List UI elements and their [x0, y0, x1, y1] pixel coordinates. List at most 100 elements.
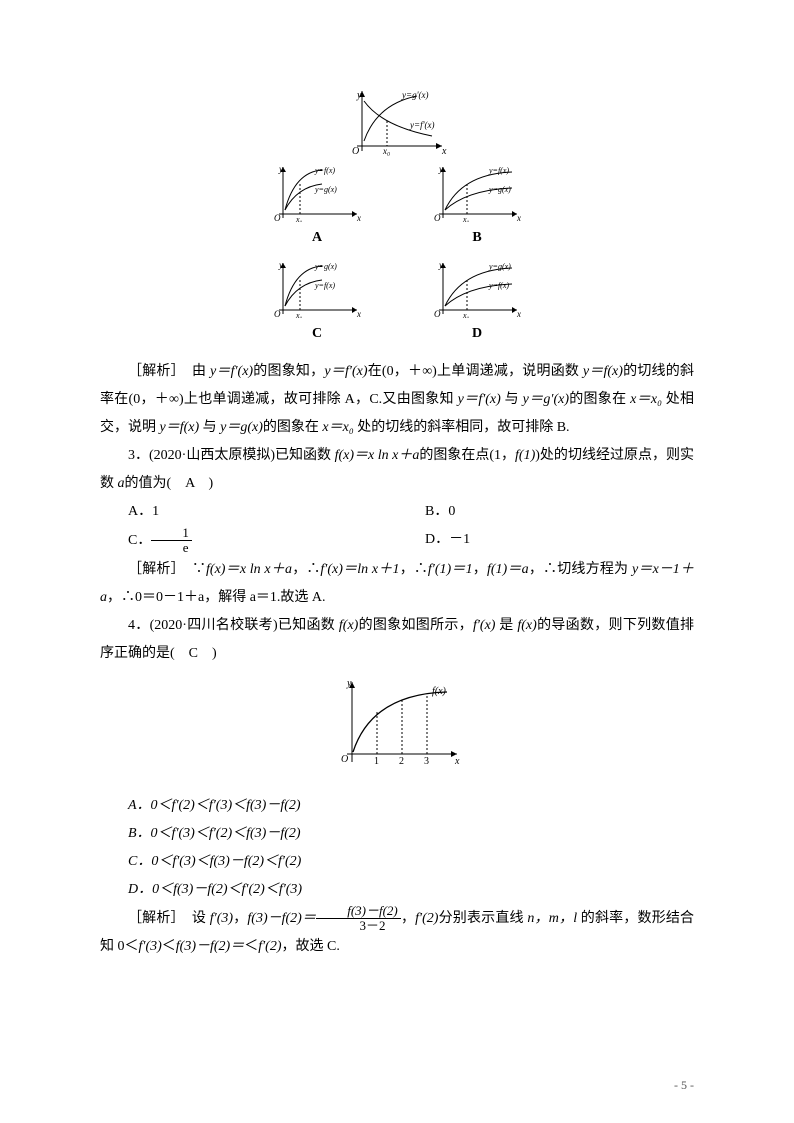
fig-a-cap: A	[312, 224, 322, 252]
svg-text:1: 1	[374, 756, 379, 767]
text: ，∴0＝0－1＋a，解得 a＝1.故选 A.	[107, 590, 326, 605]
expr: f′(x)	[473, 618, 496, 633]
expr: y＝f′(x)	[458, 392, 501, 407]
svg-text:O: O	[434, 213, 441, 222]
q4-opt-b: B．0＜f′(3)＜f′(2)＜f(3)－f(2)	[100, 820, 694, 848]
text: ［解析］ 设	[128, 911, 210, 926]
svg-text:y=g(x): y=g(x)	[488, 262, 511, 271]
text: ，∴	[292, 562, 320, 577]
svg-text:y=g(x): y=g(x)	[314, 185, 337, 194]
expr: f′(x)＝ln x＋1	[320, 562, 399, 577]
svg-text:y=f(x): y=f(x)	[488, 281, 509, 290]
q4-opt-a: A．0＜f′(2)＜f′(3)＜f(3)－f(2)	[100, 792, 694, 820]
text: ［解析］ ∵	[128, 562, 206, 577]
svg-text:y=g(x): y=g(x)	[314, 262, 337, 271]
expr: y＝f′(x)	[210, 364, 253, 379]
text: ，	[473, 562, 487, 577]
svg-text:y: y	[278, 260, 283, 270]
expr: f′(1)＝1	[428, 562, 473, 577]
text: ，∴切线方程为	[529, 562, 632, 577]
svg-text:x: x	[516, 213, 521, 222]
svg-text:O: O	[274, 213, 281, 222]
expr: x＝x₀	[630, 392, 662, 407]
expr: y＝f(x)	[583, 364, 623, 379]
svg-text:2: 2	[399, 756, 404, 767]
expr: f′(3)	[210, 911, 233, 926]
expr: y＝g′(x)	[523, 392, 569, 407]
frac: f(3)－f(2)3－2	[316, 904, 401, 934]
text: 的图象如图所示，	[358, 618, 473, 633]
expr: f(x)	[517, 618, 536, 633]
q3-solution: ［解析］ ∵f(x)＝x ln x＋a，∴f′(x)＝ln x＋1，∴f′(1)…	[100, 556, 694, 612]
expr: f′(3)	[139, 939, 162, 954]
svg-text:x: x	[454, 756, 460, 767]
q3-opt-d: D．－1	[397, 526, 694, 554]
text: ，故选 C.	[282, 939, 340, 954]
svg-text:x: x	[356, 309, 361, 318]
text: ，	[401, 911, 415, 926]
text: 的图象在	[263, 420, 323, 435]
text: 的图象知，	[253, 364, 324, 379]
svg-text:y: y	[278, 164, 283, 174]
expr: x＝x₀	[322, 420, 353, 435]
svg-text:x: x	[516, 309, 521, 318]
svg-text:O: O	[274, 309, 281, 318]
text: 的图象在	[569, 392, 630, 407]
text: 是	[495, 618, 517, 633]
q3-opt-a: A．1	[100, 498, 397, 526]
svg-text:y=g(x): y=g(x)	[488, 185, 511, 194]
text: 的图象在点(1，	[419, 448, 515, 463]
text: 3．(2020·山西太原模拟)已知函数	[128, 448, 335, 463]
fig-d-cap: D	[472, 320, 482, 348]
svg-text:y: y	[356, 90, 362, 101]
fig-b-cap: B	[472, 224, 481, 252]
svg-text:y: y	[346, 678, 352, 689]
expr: f(3)－f(2)＝	[176, 939, 244, 954]
expr: f(3)－f(2)＝	[247, 911, 316, 926]
text: ＜	[244, 939, 258, 954]
q3-options: A．1 C．1e B．0 D．－1	[100, 498, 694, 556]
text: 与	[199, 420, 220, 435]
expr: a	[118, 476, 125, 491]
q3-opt-c: C．1e	[100, 526, 397, 556]
text: 分别表示直线	[438, 911, 527, 926]
svg-text:x₀: x₀	[382, 146, 390, 156]
figure-block-top: O y x x₀ y=g'(x) y=f'(x)	[100, 86, 694, 348]
fig-d: O y x x₀ y=g(x) y=f(x) D	[427, 258, 527, 348]
svg-text:O: O	[434, 309, 441, 318]
svg-text:y=f(x): y=f(x)	[314, 281, 335, 290]
text: 的值为( A )	[125, 476, 214, 491]
q4-opt-c: C．0＜f′(3)＜f(3)－f(2)＜f′(2)	[100, 848, 694, 876]
fig-top: O y x x₀ y=g'(x) y=f'(x)	[342, 86, 452, 156]
expr: f(1)＝a	[487, 562, 529, 577]
expr: f(x)＝x ln x＋a	[206, 562, 292, 577]
expr: f′(2)	[258, 939, 281, 954]
page-number: - 5 -	[674, 1078, 694, 1093]
text: ＜	[162, 939, 176, 954]
svg-text:x₀: x₀	[295, 215, 303, 222]
svg-text:f(x): f(x)	[432, 686, 447, 697]
expr: f′(2)	[415, 911, 438, 926]
svg-text:y=f(x): y=f(x)	[488, 166, 509, 175]
q3-stem: 3．(2020·山西太原模拟)已知函数 f(x)＝x ln x＋a的图象在点(1…	[100, 442, 694, 498]
text: ［解析］ 由	[128, 364, 210, 379]
expr: y＝f(x)	[160, 420, 200, 435]
q4-solution: ［解析］ 设 f′(3)，f(3)－f(2)＝f(3)－f(2)3－2，f′(2…	[100, 904, 694, 962]
svg-text:y: y	[438, 164, 443, 174]
expr: f(x)	[339, 618, 358, 633]
fig-a: O y x x₀ y=f(x) y=g(x) A	[267, 162, 367, 252]
svg-text:x₀: x₀	[462, 215, 470, 222]
fig-c: O y x x₀ y=g(x) y=f(x) C	[267, 258, 367, 348]
fig-c-cap: C	[312, 320, 322, 348]
svg-text:3: 3	[424, 756, 429, 767]
svg-text:x₀: x₀	[462, 311, 470, 318]
fig-b: O y x x₀ y=f(x) y=g(x) B	[427, 162, 527, 252]
svg-text:y=f'(x): y=f'(x)	[409, 120, 434, 130]
q4-stem: 4．(2020·四川名校联考)已知函数 f(x)的图象如图所示，f′(x) 是 …	[100, 612, 694, 668]
q4-figure: O y x 1 2 3 f(x)	[100, 674, 694, 780]
svg-text:y=f(x): y=f(x)	[314, 166, 335, 175]
svg-text:O: O	[352, 146, 359, 156]
expr: y＝g(x)	[220, 420, 263, 435]
text: 4．(2020·四川名校联考)已知函数	[128, 618, 339, 633]
svg-text:y: y	[438, 260, 443, 270]
